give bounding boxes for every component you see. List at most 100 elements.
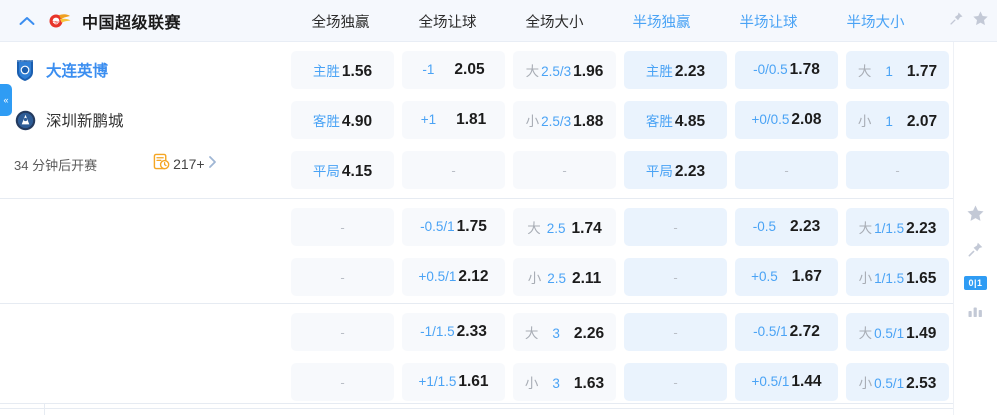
footer-edge (0, 403, 997, 415)
sidebar-collapse-toggle[interactable]: « (0, 84, 12, 116)
odds-cell-empty: - (735, 151, 838, 189)
empty-dash: - (895, 162, 900, 178)
odds-cell[interactable]: 客胜 4.85 (624, 101, 727, 139)
odds-column-half-handicap: -0.5/1 2.72 +0.5/1 1.44 (731, 304, 842, 408)
odds-cell[interactable]: -1 2.05 (402, 51, 505, 89)
odds-prefix: 大 (524, 325, 539, 341)
odds-value: 2.72 (789, 323, 820, 340)
odds-cell[interactable]: 小 2.5/3 1.88 (513, 101, 616, 139)
odds-cell[interactable]: 小 2.5 2.11 (513, 258, 616, 296)
odds-label: 主胜 (312, 63, 340, 79)
odds-cell-empty: - (291, 313, 394, 351)
header-icon-group (949, 0, 989, 42)
odds-cell[interactable]: 平局 2.23 (624, 151, 727, 189)
empty-dash: - (340, 374, 345, 390)
bar-chart-icon[interactable] (967, 303, 984, 324)
odds-label: 客胜 (312, 113, 340, 129)
odds-value: 2.05 (454, 61, 485, 78)
row-group-alt-1: - - -0.5/1 1.75 +0.5/1 (0, 199, 997, 304)
odds-value: 1.65 (906, 269, 937, 287)
odds-value: 1.49 (906, 324, 937, 342)
market-tabs: 全场独赢 全场让球 全场大小 半场独赢 半场让球 半场大小 (287, 0, 929, 42)
tab-half-handicap[interactable]: 半场让球 (739, 14, 798, 31)
odds-prefix: 大 (527, 220, 541, 236)
odds-label: -1/1.5 (420, 324, 455, 339)
odds-cell[interactable]: -0.5 2.23 (735, 208, 838, 246)
pin-icon[interactable] (949, 11, 964, 31)
stats-link[interactable]: 217+ (153, 153, 217, 175)
odds-prefix: 小 (524, 375, 539, 391)
odds-cell[interactable]: +0.5/1 2.12 (402, 258, 505, 296)
odds-cell[interactable]: +1/1.5 1.61 (402, 363, 505, 401)
tab-half-totals[interactable]: 半场大小 (846, 14, 905, 31)
odds-value: 1.74 (571, 219, 602, 237)
odds-cell-empty: - (291, 258, 394, 296)
tab-full-handicap[interactable]: 全场让球 (418, 14, 477, 31)
score-badge[interactable]: 0|1 (964, 276, 987, 290)
odds-column-half-handicap: -0.5 2.23 +0.5 1.67 (731, 199, 842, 303)
odds-cell[interactable]: 平局 4.15 (291, 151, 394, 189)
odds-cell[interactable]: 小 1/1.5 1.65 (846, 258, 949, 296)
odds-cell[interactable]: +0/0.5 2.08 (735, 101, 838, 139)
odds-cell[interactable]: 主胜 2.23 (624, 51, 727, 89)
odds-cell[interactable]: -0.5/1 1.75 (402, 208, 505, 246)
odds-value: 1.88 (573, 112, 604, 130)
odds-label: 平局 (312, 163, 340, 179)
chevron-up-icon[interactable] (12, 16, 42, 26)
odds-label: 平局 (645, 163, 673, 179)
odds-column-half-totals: 大 1 1.77 小 1 2.07 - (842, 42, 953, 198)
odds-cell-empty: - (624, 363, 727, 401)
odds-cell[interactable]: 客胜 4.90 (291, 101, 394, 139)
odds-cell[interactable]: 大 0.5/1 1.49 (846, 313, 949, 351)
tab-half-1x2[interactable]: 半场独赢 (632, 14, 691, 31)
odds-grid-alt-1: - - -0.5/1 1.75 +0.5/1 (287, 199, 953, 303)
odds-value: 1.63 (573, 374, 605, 392)
star-icon[interactable] (966, 204, 985, 228)
odds-value: 1.61 (458, 373, 489, 390)
odds-prefix: 小 (858, 375, 873, 391)
odds-value: 1.77 (906, 62, 938, 80)
odds-cell[interactable]: +1 1.81 (402, 101, 505, 139)
odds-value: 2.11 (571, 269, 602, 287)
odds-label: 1/1.5 (874, 270, 905, 286)
odds-cell[interactable]: 大 3 2.26 (513, 313, 616, 351)
odds-label: -0.5 (752, 219, 777, 234)
odds-column-full-totals: 大 2.5/3 1.96 小 2.5/3 1.88 - (509, 42, 620, 198)
stats-document-icon (153, 153, 170, 175)
odds-label: 1/1.5 (874, 220, 905, 236)
match-info: DALIAN YINGBO 大连英博 深圳新鹏城 (0, 42, 287, 198)
odds-prefix: 小 (858, 270, 873, 286)
tab-full-totals[interactable]: 全场大小 (525, 14, 584, 31)
odds-column-full-totals: 大 3 2.26 小 3 1.63 (509, 304, 620, 408)
odds-cell[interactable]: 小 0.5/1 2.53 (846, 363, 949, 401)
odds-prefix: 大 (525, 63, 540, 79)
odds-column-half-1x2: 主胜 2.23 客胜 4.85 平局 2.23 (620, 42, 731, 198)
star-icon[interactable] (972, 10, 989, 32)
away-team-row[interactable]: 深圳新鹏城 (14, 101, 287, 139)
odds-cell[interactable]: -0/0.5 1.78 (735, 51, 838, 89)
odds-cell[interactable]: 大 1/1.5 2.23 (846, 208, 949, 246)
odds-column-full-handicap: -0.5/1 1.75 +0.5/1 2.12 (398, 199, 509, 303)
tab-full-1x2[interactable]: 全场独赢 (311, 14, 370, 31)
odds-cell[interactable]: 小 1 2.07 (846, 101, 949, 139)
odds-cell[interactable]: +0.5 1.67 (735, 258, 838, 296)
odds-cell[interactable]: 大 1 1.77 (846, 51, 949, 89)
odds-prefix: 大 (858, 220, 873, 236)
odds-value: 4.90 (341, 112, 373, 130)
odds-cell[interactable]: +0.5/1 1.44 (735, 363, 838, 401)
odds-cell[interactable]: 小 3 1.63 (513, 363, 616, 401)
pin-icon[interactable] (967, 241, 984, 263)
odds-grid-main: 主胜 1.56 客胜 4.90 平局 4.15 (287, 42, 953, 198)
odds-cell[interactable]: -0.5/1 2.72 (735, 313, 838, 351)
home-team-row[interactable]: DALIAN YINGBO 大连英博 (14, 51, 287, 89)
odds-cell[interactable]: 主胜 1.56 (291, 51, 394, 89)
odds-cell-empty: - (513, 151, 616, 189)
odds-cell[interactable]: 大 2.5/3 1.96 (513, 51, 616, 89)
odds-prefix: 大 (857, 63, 872, 79)
odds-value: 1.44 (791, 373, 822, 390)
odds-cell[interactable]: 大 2.5 1.74 (513, 208, 616, 246)
odds-prefix: 大 (858, 325, 873, 341)
odds-cell[interactable]: -1/1.5 2.33 (402, 313, 505, 351)
odds-value: 2.23 (906, 219, 937, 237)
